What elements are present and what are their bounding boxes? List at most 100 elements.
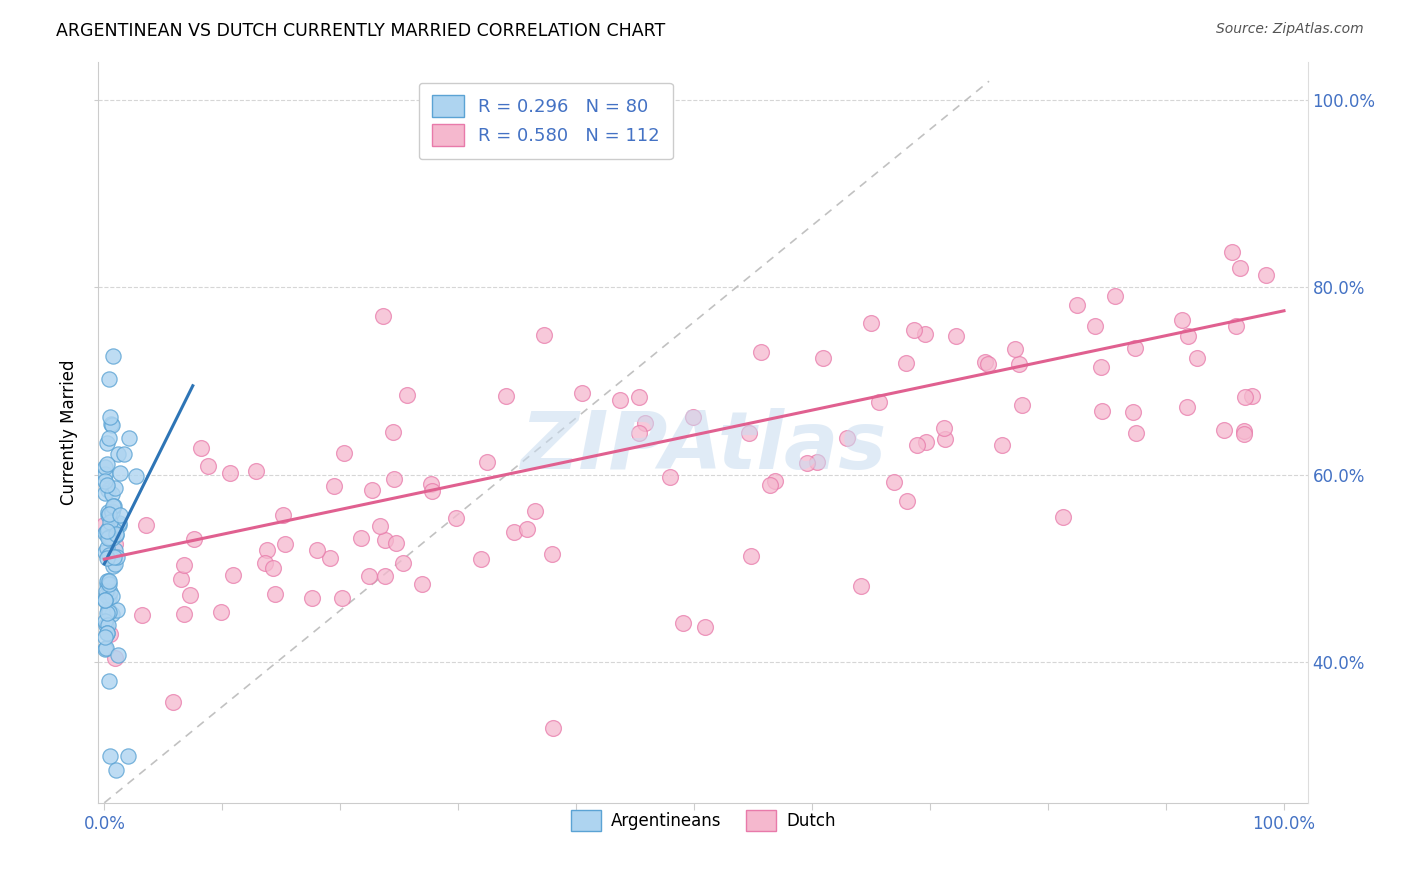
Point	[103, 523, 125, 537]
Point	[411, 577, 433, 591]
Point	[974, 355, 997, 369]
Point	[97, 588, 120, 602]
Point	[190, 441, 212, 455]
Point	[540, 547, 562, 561]
Point	[470, 552, 492, 566]
Point	[1090, 359, 1112, 374]
Point	[382, 472, 405, 486]
Point	[350, 531, 373, 545]
Point	[1123, 341, 1146, 355]
Point	[96, 457, 118, 471]
Point	[98, 372, 121, 386]
Point	[245, 464, 267, 478]
Point	[903, 323, 925, 337]
Point	[1185, 351, 1208, 365]
Point	[256, 542, 278, 557]
Point	[758, 477, 780, 491]
Point	[118, 431, 141, 445]
Point	[105, 528, 128, 542]
Point	[101, 506, 124, 520]
Point	[94, 583, 117, 598]
Point	[107, 648, 129, 662]
Point	[1213, 423, 1236, 437]
Point	[1232, 424, 1254, 438]
Point	[523, 504, 546, 518]
Point	[101, 607, 124, 621]
Point	[811, 351, 834, 366]
Point	[103, 499, 125, 513]
Point	[318, 550, 340, 565]
Point	[104, 651, 127, 665]
Point	[98, 577, 121, 591]
Point	[914, 327, 936, 342]
Point	[374, 569, 396, 583]
Point	[105, 603, 128, 617]
Point	[990, 438, 1012, 452]
Point	[98, 585, 121, 599]
Point	[934, 432, 956, 446]
Point	[96, 625, 118, 640]
Point	[420, 477, 443, 491]
Point	[93, 642, 115, 657]
Point	[97, 618, 120, 632]
Point	[96, 577, 118, 591]
Point	[96, 574, 118, 588]
Point	[97, 532, 120, 546]
Point	[945, 328, 967, 343]
Point	[360, 483, 382, 497]
Point	[104, 542, 127, 557]
Point	[97, 574, 120, 588]
Point	[93, 517, 115, 532]
Point	[634, 416, 657, 430]
Point	[868, 395, 890, 409]
Point	[627, 426, 650, 441]
Point	[108, 466, 131, 480]
Point	[446, 511, 468, 525]
Point	[305, 543, 328, 558]
Point	[373, 533, 395, 547]
Point	[273, 508, 295, 522]
Point	[183, 532, 205, 546]
Point	[1011, 398, 1033, 412]
Point	[1066, 297, 1088, 311]
Point	[495, 389, 517, 403]
Point	[103, 558, 125, 573]
Point	[98, 409, 121, 424]
Point	[107, 517, 129, 532]
Point	[170, 572, 193, 586]
Point	[100, 515, 122, 529]
Point	[749, 345, 772, 359]
Point	[98, 532, 121, 546]
Point	[851, 579, 873, 593]
Point	[301, 591, 323, 605]
Point	[264, 587, 287, 601]
Point	[1256, 268, 1278, 283]
Point	[96, 606, 118, 620]
Point	[659, 469, 682, 483]
Point	[1091, 403, 1114, 417]
Point	[1104, 288, 1126, 302]
Point	[609, 392, 631, 407]
Point	[571, 386, 593, 401]
Point	[104, 537, 127, 551]
Point	[104, 557, 127, 571]
Point	[915, 434, 938, 449]
Point	[883, 475, 905, 489]
Point	[541, 721, 564, 735]
Point	[1233, 426, 1256, 441]
Point	[1234, 390, 1257, 404]
Point	[93, 545, 115, 559]
Point	[896, 494, 918, 508]
Point	[131, 607, 153, 622]
Point	[173, 607, 195, 622]
Point	[94, 525, 117, 540]
Point	[93, 525, 115, 540]
Legend: Argentineans, Dutch: Argentineans, Dutch	[562, 802, 844, 838]
Point	[796, 456, 818, 470]
Point	[1175, 400, 1198, 414]
Point	[162, 695, 184, 709]
Point	[101, 486, 124, 500]
Point	[173, 558, 195, 573]
Point	[101, 499, 124, 513]
Point	[101, 531, 124, 545]
